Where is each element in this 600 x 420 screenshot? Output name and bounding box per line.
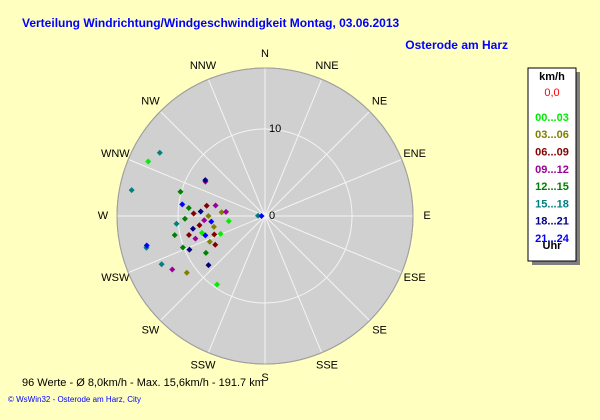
legend-title: km/h — [539, 71, 565, 83]
data-point — [143, 242, 150, 249]
data-point — [225, 218, 232, 225]
r-tick-label: 10 — [269, 123, 281, 135]
direction-label: WSW — [101, 272, 130, 284]
legend-entry: 00...03 — [535, 112, 569, 124]
legend-entry: 06...09 — [535, 147, 569, 159]
r-tick-label: 0 — [269, 210, 275, 222]
direction-label: N — [261, 48, 269, 60]
chart-subtitle: Osterode am Harz — [405, 38, 508, 52]
legend-box — [527, 67, 577, 262]
data-point — [208, 218, 215, 225]
data-point — [183, 269, 190, 276]
direction-label: S — [261, 372, 268, 384]
data-point — [177, 188, 184, 195]
spoke — [264, 215, 323, 353]
direction-label: ENE — [403, 148, 426, 160]
data-point — [218, 209, 225, 216]
legend-entry: 09...12 — [535, 164, 569, 176]
spoke — [159, 110, 266, 217]
data-point — [255, 212, 262, 219]
chart-title: Verteilung Windrichtung/Windgeschwindigk… — [22, 16, 400, 30]
data-point — [158, 261, 165, 268]
data-point — [173, 220, 180, 227]
spoke — [128, 158, 266, 217]
legend-entry: 12...15 — [535, 181, 569, 193]
data-point — [179, 201, 186, 208]
data-point — [205, 213, 212, 219]
data-point — [171, 232, 178, 239]
direction-label: SE — [372, 324, 387, 336]
data-point — [197, 208, 204, 215]
data-point — [258, 213, 265, 219]
spoke — [264, 79, 323, 217]
data-point — [212, 202, 219, 209]
data-point — [202, 177, 209, 184]
spoke — [264, 215, 371, 322]
footer: 96 Werte - Ø 8,0km/h - Max. 15,6km/h - 1… — [22, 377, 264, 389]
data-point — [206, 238, 213, 245]
data-point — [189, 225, 196, 232]
ring — [177, 128, 353, 304]
direction-label: SSE — [316, 360, 338, 372]
data-point — [145, 158, 152, 165]
legend-entry: 03...06 — [535, 129, 569, 141]
direction-label: ESE — [404, 272, 426, 284]
spoke — [207, 79, 266, 217]
legend-calm: 0,0 — [544, 87, 559, 99]
data-point — [211, 231, 218, 238]
legend-entry: 21...24 — [535, 233, 570, 245]
data-point — [196, 222, 203, 229]
data-point — [201, 217, 208, 224]
data-point — [203, 202, 210, 209]
data-point — [156, 149, 163, 156]
direction-label: NNW — [190, 60, 217, 72]
direction-label: SW — [142, 324, 160, 336]
credit: © WsWin32 - Osterode am Harz, City — [8, 395, 141, 404]
outer-ring — [116, 67, 414, 365]
data-point — [169, 266, 176, 273]
data-point — [192, 235, 199, 242]
data-point — [214, 281, 221, 288]
legend-entry: 15...18 — [535, 198, 569, 210]
data-point — [185, 204, 192, 211]
data-point — [223, 208, 230, 215]
data-point — [202, 232, 209, 239]
data-point — [128, 187, 135, 194]
data-point — [186, 246, 193, 253]
direction-label: NW — [141, 95, 160, 107]
spoke — [128, 215, 266, 274]
direction-label: SSW — [190, 360, 216, 372]
data-point — [210, 223, 217, 230]
data-point — [217, 230, 224, 237]
data-point — [185, 231, 192, 238]
data-point — [190, 210, 197, 217]
spoke — [264, 110, 371, 217]
spoke — [159, 215, 266, 322]
direction-label: E — [423, 210, 430, 222]
spoke — [207, 215, 266, 353]
data-point — [205, 262, 212, 269]
direction-label: NE — [372, 95, 387, 107]
direction-label: NNE — [315, 60, 338, 72]
spoke — [264, 158, 402, 217]
spoke — [264, 215, 402, 274]
data-point — [212, 241, 219, 248]
legend-footer: Uhr — [543, 240, 563, 252]
direction-label: WNW — [101, 148, 130, 160]
data-point — [179, 244, 186, 251]
data-point — [181, 215, 188, 222]
data-point — [202, 249, 209, 256]
legend-entry: 18...21 — [535, 216, 569, 228]
direction-label: W — [98, 210, 109, 222]
